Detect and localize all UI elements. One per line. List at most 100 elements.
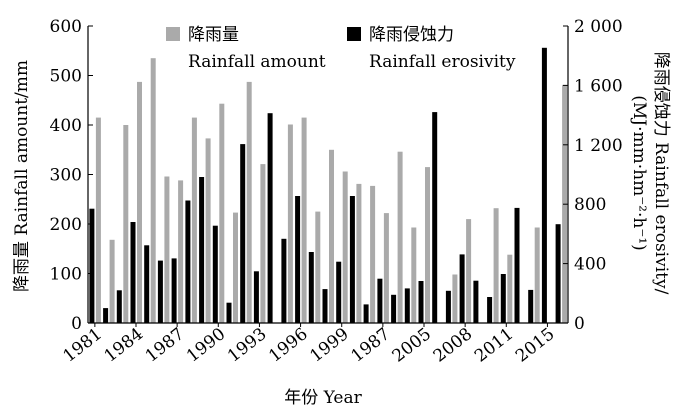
- rainfall-bar: [383, 213, 389, 323]
- erosivity-bar: [432, 112, 438, 323]
- erosivity-bar: [391, 294, 397, 323]
- rainfall-bars: [95, 58, 568, 324]
- rainfall-bar: [260, 164, 266, 323]
- erosivity-bar: [253, 271, 259, 323]
- x-tick-label: 1984: [101, 324, 147, 366]
- x-tick-label: 2005: [389, 324, 435, 366]
- rainfall-bar: [301, 117, 307, 323]
- erosivity-bar: [308, 252, 314, 323]
- rainfall-bar: [246, 81, 252, 324]
- erosivity-bar: [130, 222, 136, 323]
- erosivity-bar: [226, 302, 232, 323]
- rainfall-bar: [356, 183, 362, 323]
- rainfall-bar: [233, 212, 238, 323]
- rainfall-bar: [178, 180, 184, 323]
- x-tick-label: 2008: [430, 324, 476, 366]
- axes: 0 100 200 300 400 500 600 0 400 800 1 200 1 600 2 00…: [50, 17, 623, 367]
- erosivity-bar: [349, 196, 355, 323]
- rainfall-bar: [507, 254, 513, 323]
- erosivity-bar: [240, 144, 246, 323]
- rainfall-bar: [329, 149, 334, 324]
- legend-erosivity-label-en: Rainfall erosivity: [369, 52, 516, 72]
- legend-erosivity-label-cn: 降雨侵蚀力: [369, 25, 454, 45]
- erosivity-bar: [212, 225, 218, 323]
- x-tick-label: 1981: [60, 324, 106, 366]
- y-right-tick-label: 2 000: [574, 17, 623, 37]
- erosivity-bars: [89, 47, 561, 324]
- erosivity-bar: [418, 281, 424, 323]
- rainfall-bar: [452, 274, 458, 323]
- erosivity-bar: [267, 113, 273, 323]
- rainfall-bar: [411, 227, 417, 323]
- rainfall-bar: [466, 219, 472, 323]
- x-tick-label: 2015: [512, 324, 558, 366]
- erosivity-bar: [322, 289, 328, 323]
- rainfall-bar: [137, 81, 142, 324]
- legend-rainfall-swatch: [166, 27, 180, 41]
- rainfall-bar: [493, 208, 499, 323]
- erosivity-bar: [157, 260, 163, 323]
- y-left-tick-label: 100: [50, 265, 82, 285]
- legend-erosivity-swatch: [347, 27, 361, 41]
- erosivity-bar: [555, 224, 561, 323]
- legend: 降雨量 Rainfall amount 降雨侵蚀力 Rainfall erosi…: [166, 25, 516, 72]
- y-left-tick-label: 300: [50, 166, 82, 186]
- rainfall-bar: [219, 103, 225, 323]
- erosivity-bar: [103, 308, 109, 323]
- rainfall-bar: [205, 138, 211, 323]
- erosivity-bar: [528, 289, 534, 323]
- rainfall-bar: [95, 117, 101, 323]
- x-tick-label: 2011: [471, 324, 517, 366]
- legend-rainfall-label-cn: 降雨量: [188, 25, 239, 45]
- x-tick-label: 1987: [142, 324, 188, 366]
- erosivity-bar: [185, 200, 191, 323]
- rainfall-bar: [164, 176, 170, 323]
- y-axis-right-title-line1: 降雨侵蚀力 Rainfall erosivity/: [651, 52, 671, 295]
- y-left-tick-label: 500: [50, 67, 82, 87]
- erosivity-bar: [363, 304, 369, 323]
- x-tick-label: 1987: [348, 324, 394, 366]
- rainfall-bar: [315, 211, 321, 323]
- y-right-tick-label: 400: [574, 255, 606, 275]
- x-tick-label: 1990: [183, 324, 229, 366]
- y-left-tick-label: 400: [50, 116, 82, 136]
- erosivity-bar: [199, 177, 205, 323]
- y-right-tick-label: 1 200: [574, 136, 623, 156]
- erosivity-bar: [514, 207, 520, 323]
- x-tick-label: 1996: [265, 324, 311, 366]
- y-left-tick-label: 600: [50, 17, 82, 37]
- rainfall-bar: [150, 58, 156, 323]
- erosivity-bar: [473, 280, 479, 323]
- legend-rainfall-label-en: Rainfall amount: [188, 52, 326, 72]
- x-tick-label: 1993: [224, 324, 270, 366]
- erosivity-bar: [116, 290, 122, 323]
- erosivity-bar: [459, 254, 465, 323]
- y-right-tick-label: 1 600: [574, 76, 623, 96]
- y-axis-right-title-line2: (MJ·mm·hm⁻²·h⁻¹): [629, 95, 649, 251]
- erosivity-bar: [500, 274, 506, 323]
- erosivity-bar: [487, 297, 493, 323]
- erosivity-bar: [144, 245, 150, 323]
- x-tick-label: 1999: [306, 324, 352, 366]
- rainfall-bar: [370, 185, 376, 323]
- rainfall-bar: [123, 125, 129, 323]
- rainfall-bar: [287, 124, 293, 323]
- y-left-tick-label: 200: [50, 215, 82, 235]
- y-left-tick-label: 0: [71, 314, 82, 334]
- erosivity-bar: [404, 288, 410, 323]
- erosivity-bar: [445, 290, 451, 323]
- x-axis-title: 年份 Year: [284, 388, 362, 408]
- y-right-tick-label: 800: [574, 195, 606, 215]
- rainfall-bar: [342, 171, 348, 323]
- erosivity-bar: [171, 258, 177, 323]
- erosivity-bar: [336, 261, 342, 323]
- erosivity-bar: [377, 278, 383, 323]
- rainfall-bar: [397, 151, 403, 323]
- y-axis-left-title: 降雨量 Rainfall amount/mm: [12, 60, 32, 292]
- erosivity-bar: [541, 47, 547, 324]
- erosivity-bar: [295, 196, 301, 323]
- rainfall-bar: [534, 227, 540, 323]
- erosivity-bar: [89, 208, 95, 323]
- rainfall-bar: [191, 117, 197, 323]
